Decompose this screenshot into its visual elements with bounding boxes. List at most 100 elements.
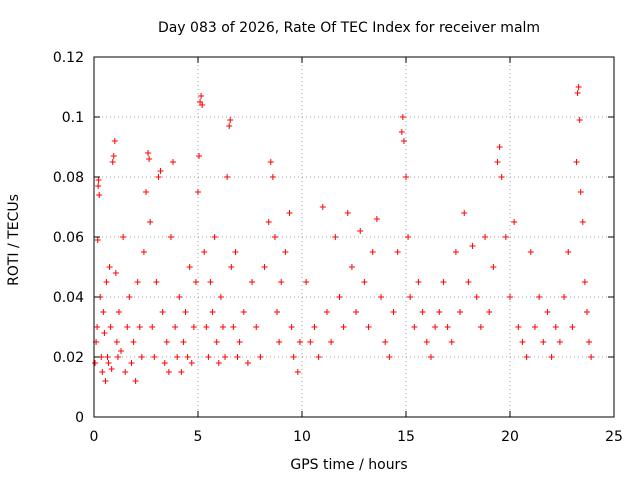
data-point xyxy=(282,249,289,255)
data-point xyxy=(103,279,110,285)
data-point xyxy=(573,159,580,165)
data-point xyxy=(94,324,101,330)
data-point xyxy=(482,234,489,240)
data-point xyxy=(159,309,166,315)
data-point xyxy=(199,102,206,108)
data-point xyxy=(444,324,451,330)
data-point xyxy=(186,264,193,270)
x-tick-labels: 0 5 10 15 20 25 xyxy=(90,429,623,445)
data-point xyxy=(96,192,103,198)
data-point xyxy=(486,309,493,315)
data-point xyxy=(130,339,137,345)
data-point xyxy=(288,324,295,330)
data-point xyxy=(122,369,129,375)
data-point xyxy=(172,324,179,330)
x-tick-label: 0 xyxy=(90,429,99,445)
data-point xyxy=(436,309,443,315)
data-point xyxy=(469,243,476,249)
data-point xyxy=(407,294,414,300)
data-point xyxy=(398,129,405,135)
data-point xyxy=(157,168,164,174)
data-point xyxy=(253,324,260,330)
data-point xyxy=(188,360,195,366)
x-tick-label: 25 xyxy=(605,429,623,445)
data-point xyxy=(118,348,125,354)
data-point xyxy=(390,309,397,315)
y-tick-labels: 0 0.02 0.04 0.06 0.08 0.1 0.12 xyxy=(53,50,84,426)
data-point xyxy=(294,369,301,375)
data-point xyxy=(523,354,530,360)
data-point xyxy=(190,324,197,330)
data-point xyxy=(357,228,364,234)
data-point xyxy=(209,309,216,315)
data-point xyxy=(170,159,177,165)
data-point xyxy=(128,360,135,366)
data-point xyxy=(336,294,343,300)
data-point xyxy=(120,234,127,240)
data-point xyxy=(257,354,264,360)
data-point xyxy=(228,264,235,270)
data-point xyxy=(307,339,314,345)
data-point xyxy=(244,360,251,366)
data-point xyxy=(531,324,538,330)
data-point xyxy=(452,249,459,255)
data-point xyxy=(403,174,409,180)
data-point xyxy=(109,159,116,165)
axis-ticks xyxy=(93,56,615,418)
data-point xyxy=(586,339,593,345)
data-point xyxy=(323,309,330,315)
data-point xyxy=(230,324,237,330)
data-point xyxy=(465,279,472,285)
data-point xyxy=(201,249,208,255)
data-point xyxy=(145,150,152,156)
data-point xyxy=(386,354,393,360)
data-point xyxy=(138,354,145,360)
data-point xyxy=(556,339,563,345)
data-point xyxy=(110,153,117,159)
data-point xyxy=(176,294,183,300)
data-point xyxy=(147,219,154,225)
data-point xyxy=(134,279,141,285)
data-point xyxy=(267,159,274,165)
data-point xyxy=(579,219,586,225)
data-point xyxy=(124,324,131,330)
data-point xyxy=(286,210,293,216)
data-point xyxy=(232,249,239,255)
data-point xyxy=(132,378,139,384)
x-tick-label: 10 xyxy=(293,429,311,445)
data-point xyxy=(432,324,439,330)
data-point xyxy=(219,324,226,330)
x-axis-label: GPS time / hours xyxy=(290,457,407,473)
data-point xyxy=(217,294,224,300)
data-point xyxy=(167,234,174,240)
data-point xyxy=(328,339,335,345)
data-point xyxy=(146,156,153,162)
data-point xyxy=(203,324,210,330)
data-point xyxy=(195,189,201,195)
data-point xyxy=(527,249,534,255)
data-point xyxy=(165,369,172,375)
data-point xyxy=(240,309,247,315)
data-point xyxy=(149,324,156,330)
data-point xyxy=(104,354,111,360)
data-point xyxy=(274,309,281,315)
data-point xyxy=(353,309,360,315)
data-point xyxy=(143,189,149,195)
x-tick-label: 5 xyxy=(194,429,203,445)
data-point xyxy=(457,309,464,315)
data-point xyxy=(198,93,205,99)
data-point xyxy=(151,354,158,360)
data-point xyxy=(114,354,121,360)
data-point xyxy=(548,354,555,360)
data-point xyxy=(161,360,168,366)
data-point xyxy=(519,339,526,345)
data-point xyxy=(344,210,351,216)
x-tick-label: 15 xyxy=(397,429,415,445)
data-point xyxy=(224,174,231,180)
data-point xyxy=(180,339,187,345)
data-point xyxy=(94,237,101,243)
data-point xyxy=(361,279,368,285)
data-point xyxy=(319,204,326,210)
chart-title: Day 083 of 2026, Rate Of TEC Index for r… xyxy=(158,20,540,36)
data-point xyxy=(576,117,583,123)
